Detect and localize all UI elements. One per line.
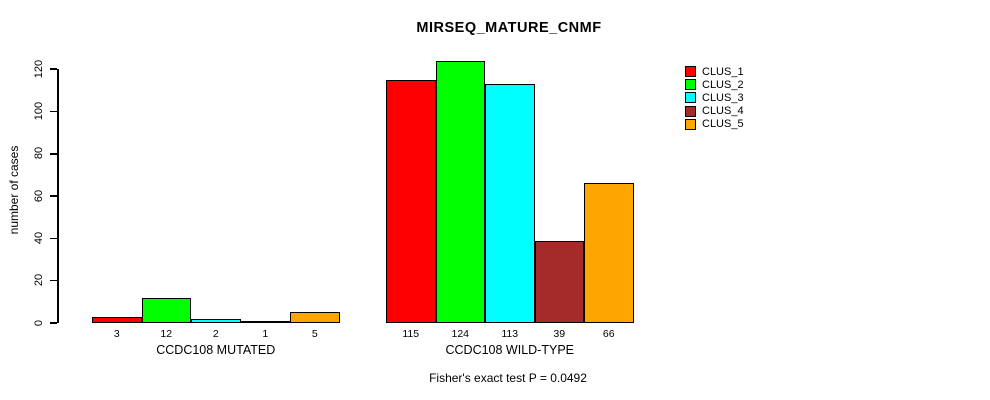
legend-swatch-icon (685, 118, 696, 130)
bar-value-label: 12 (160, 328, 173, 340)
y-axis-tick-label: 100 (33, 101, 45, 121)
y-axis-tick (50, 110, 57, 113)
legend-item-clus_3: CLUS_3 (685, 91, 744, 104)
y-axis-label: number of cases (7, 145, 21, 235)
y-axis-tick-label: 80 (33, 147, 45, 160)
y-axis-tick (50, 68, 57, 70)
bar-value-label: 5 (311, 328, 318, 340)
legend-item-clus_1: CLUS_1 (685, 65, 744, 78)
legend-label: CLUS_5 (702, 118, 744, 131)
bar-clus_2-mutated (141, 297, 191, 323)
legend-label: CLUS_4 (702, 105, 744, 118)
y-axis-tick (50, 237, 57, 240)
bar-value-label: 39 (553, 328, 566, 340)
bar-value-label: 124 (451, 328, 470, 340)
y-axis-tick (50, 195, 57, 197)
legend-swatch-icon (685, 66, 696, 78)
bar-clus_1-mutated (92, 316, 142, 323)
bar-value-label: 2 (212, 328, 219, 340)
legend-swatch-icon (685, 105, 696, 117)
bar-value-label: 1 (262, 328, 269, 340)
y-axis-tick (50, 153, 57, 155)
y-axis-tick-label: 40 (33, 231, 45, 245)
bar-value-label: 66 (602, 328, 615, 340)
legend-item-clus_5: CLUS_5 (685, 118, 744, 131)
bar-clus_5-wildtype (584, 183, 634, 323)
y-axis-tick (50, 322, 57, 324)
bar-clus_2-wildtype (435, 60, 485, 323)
legend-label: CLUS_3 (702, 91, 744, 104)
y-axis-tick-label: 120 (33, 59, 45, 78)
y-axis-tick-label: 20 (33, 274, 45, 287)
legend-item-clus_4: CLUS_4 (685, 105, 744, 118)
y-axis-tick-label: 60 (33, 189, 45, 202)
y-axis-tick (50, 279, 57, 282)
legend: CLUS_1 CLUS_2 CLUS_3 CLUS_4 CLUS_5 (685, 65, 744, 131)
bar-clus_3-wildtype (485, 84, 535, 323)
legend-swatch-icon (685, 79, 696, 91)
bar-clus_4-mutated (240, 320, 290, 323)
x-category-label: CCDC108 WILD-TYPE (445, 343, 575, 357)
bar-clus_3-mutated (191, 318, 241, 323)
bar-clus_1-wildtype (386, 79, 436, 323)
bar-clus_5-mutated (290, 312, 340, 323)
legend-label: CLUS_1 (702, 65, 744, 78)
y-axis-line (57, 69, 59, 323)
bar-clus_4-wildtype (534, 240, 584, 323)
chart-title: MIRSEQ_MATURE_CNMF (416, 20, 602, 36)
bar-value-label: 113 (501, 328, 519, 340)
bar-value-label: 115 (402, 328, 420, 340)
legend-item-clus_2: CLUS_2 (685, 78, 744, 91)
fisher-test-note: Fisher's exact test P = 0.0492 (429, 371, 587, 385)
bar-value-label: 3 (113, 328, 120, 340)
legend-swatch-icon (685, 92, 696, 104)
y-axis-tick-label: 0 (33, 319, 45, 326)
x-category-label: CCDC108 MUTATED (156, 343, 276, 357)
legend-label: CLUS_2 (702, 78, 744, 91)
